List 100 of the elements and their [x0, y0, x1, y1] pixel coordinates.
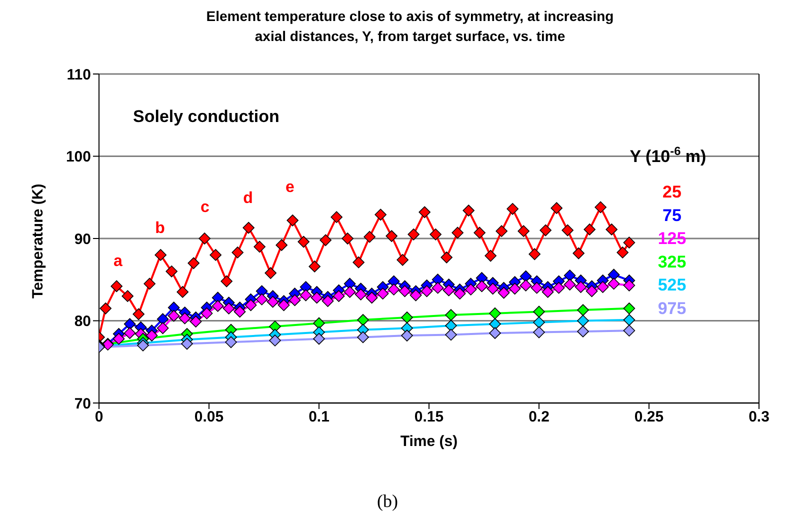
- point: [474, 226, 486, 239]
- point: [198, 232, 210, 244]
- point: [464, 284, 477, 296]
- point: [452, 226, 464, 239]
- point: [542, 286, 554, 298]
- point: [442, 284, 455, 296]
- point: [596, 281, 609, 293]
- point: [300, 289, 312, 302]
- point: [486, 282, 499, 295]
- point: [530, 282, 543, 294]
- point: [124, 327, 136, 339]
- y-tick-label: 70: [74, 395, 91, 412]
- point: [445, 309, 457, 321]
- point: [552, 282, 565, 294]
- point: [313, 317, 325, 330]
- point: [188, 257, 200, 270]
- point: [266, 296, 279, 308]
- point: [533, 306, 545, 318]
- annotation: a: [114, 253, 123, 270]
- y-axis-title: Temperature (K): [29, 184, 46, 298]
- point: [210, 249, 222, 261]
- point: [577, 314, 589, 327]
- point: [110, 280, 122, 292]
- point: [418, 206, 430, 218]
- point: [278, 299, 290, 312]
- point: [112, 332, 125, 345]
- point: [401, 312, 413, 324]
- point: [310, 292, 323, 304]
- point: [357, 314, 369, 326]
- point: [420, 285, 433, 298]
- text: 125: [658, 229, 686, 248]
- annotation: d: [243, 190, 253, 208]
- point: [577, 326, 589, 338]
- point: [225, 336, 237, 348]
- point: [564, 278, 576, 290]
- point: [584, 224, 596, 236]
- point: [276, 239, 288, 251]
- point: [244, 299, 257, 312]
- point: [374, 208, 386, 221]
- x-tick-label: 0.15: [414, 408, 444, 426]
- x-tick-label: 0: [94, 408, 104, 426]
- chart-title: Element temperature close to axis of symmetry, at increasing axial distances, Y, from target surface, vs. time: [205, 7, 615, 46]
- point: [594, 201, 606, 214]
- point: [181, 338, 193, 350]
- point: [533, 326, 545, 338]
- point: [242, 222, 254, 234]
- y-tick-label: 100: [66, 148, 91, 166]
- point: [401, 330, 413, 342]
- point: [430, 228, 442, 240]
- point: [574, 281, 587, 293]
- point: [269, 334, 281, 346]
- text: 25: [662, 182, 682, 202]
- point: [256, 293, 268, 306]
- point: [352, 256, 364, 268]
- x-tick-label: 0.3: [748, 408, 770, 426]
- point: [124, 318, 136, 330]
- point: [616, 246, 628, 258]
- legend-title: Y (10$^{-6}$ m): [630, 144, 706, 166]
- x-tick-label: 0.05: [194, 408, 224, 426]
- point: [222, 302, 235, 314]
- point: [132, 308, 144, 320]
- point: [623, 314, 636, 326]
- point: [623, 302, 636, 314]
- point: [176, 286, 188, 298]
- point: [440, 252, 452, 264]
- point: [232, 246, 244, 258]
- point: [586, 285, 598, 298]
- series-label: 975: [658, 298, 686, 318]
- point: [623, 324, 636, 337]
- point: [564, 270, 576, 282]
- point: [623, 279, 636, 292]
- point: [376, 288, 389, 300]
- point: [156, 322, 169, 334]
- point: [386, 230, 398, 242]
- point: [200, 307, 213, 320]
- point: [454, 288, 466, 300]
- point: [144, 278, 156, 290]
- point: [322, 295, 334, 307]
- annotation: Solely conduction: [133, 107, 280, 126]
- point: [410, 289, 422, 302]
- y-tick-label: 110: [66, 66, 91, 84]
- point: [308, 260, 320, 272]
- point: [562, 224, 574, 236]
- point: [396, 254, 408, 266]
- y-tick-label: 80: [74, 313, 91, 330]
- point: [518, 225, 530, 237]
- point: [476, 280, 488, 292]
- point: [156, 313, 169, 326]
- point: [168, 310, 180, 322]
- annotation: b: [155, 220, 166, 238]
- point: [122, 290, 134, 302]
- point: [606, 224, 618, 236]
- point: [366, 292, 378, 304]
- point: [540, 224, 552, 236]
- point: [357, 331, 369, 344]
- point: [190, 316, 202, 328]
- point: [398, 285, 411, 298]
- point: [489, 318, 501, 330]
- point: [408, 228, 420, 240]
- y-tick-label: 90: [74, 230, 91, 248]
